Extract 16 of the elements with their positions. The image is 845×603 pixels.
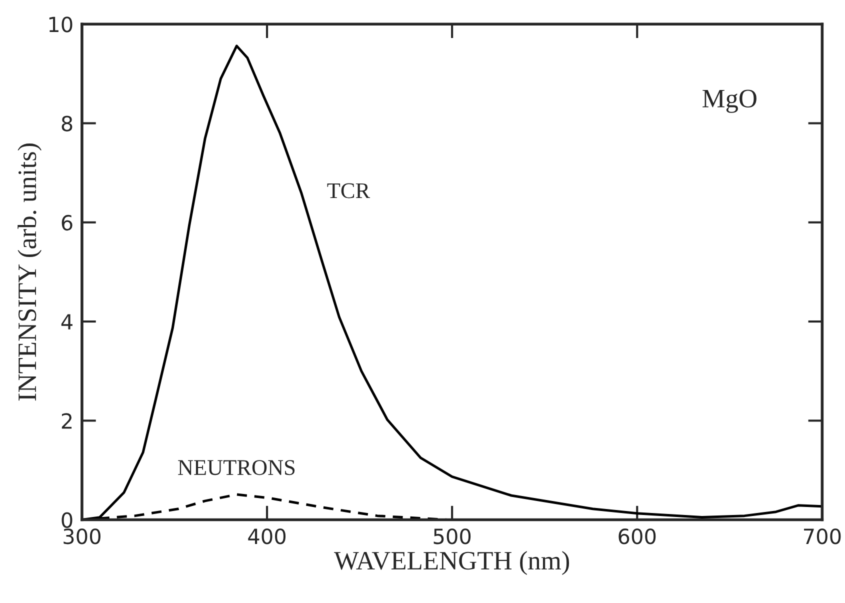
y-tick-label: 0: [62, 512, 72, 528]
y-tick-label: 4: [61, 314, 72, 330]
y-tick-label: 8: [62, 116, 72, 132]
x-tick-label: 600: [618, 528, 656, 544]
y-tick-label: 2: [62, 413, 72, 429]
x-tick-label: 700: [804, 528, 841, 544]
x-axis-title: WAVELENGTH (nm): [334, 551, 570, 575]
annotation: MgO: [702, 90, 756, 113]
series-label: NEUTRONS: [178, 460, 295, 476]
x-tick-label: 500: [434, 528, 471, 544]
y-tick-label: 6: [62, 214, 72, 231]
series-label: TCR: [327, 183, 370, 198]
y-axis-title: INTENSITY (arb. units): [18, 144, 42, 401]
x-tick-label: 400: [248, 528, 286, 544]
y-tick-label: 10: [49, 16, 72, 32]
x-tick-label: 300: [64, 528, 100, 544]
